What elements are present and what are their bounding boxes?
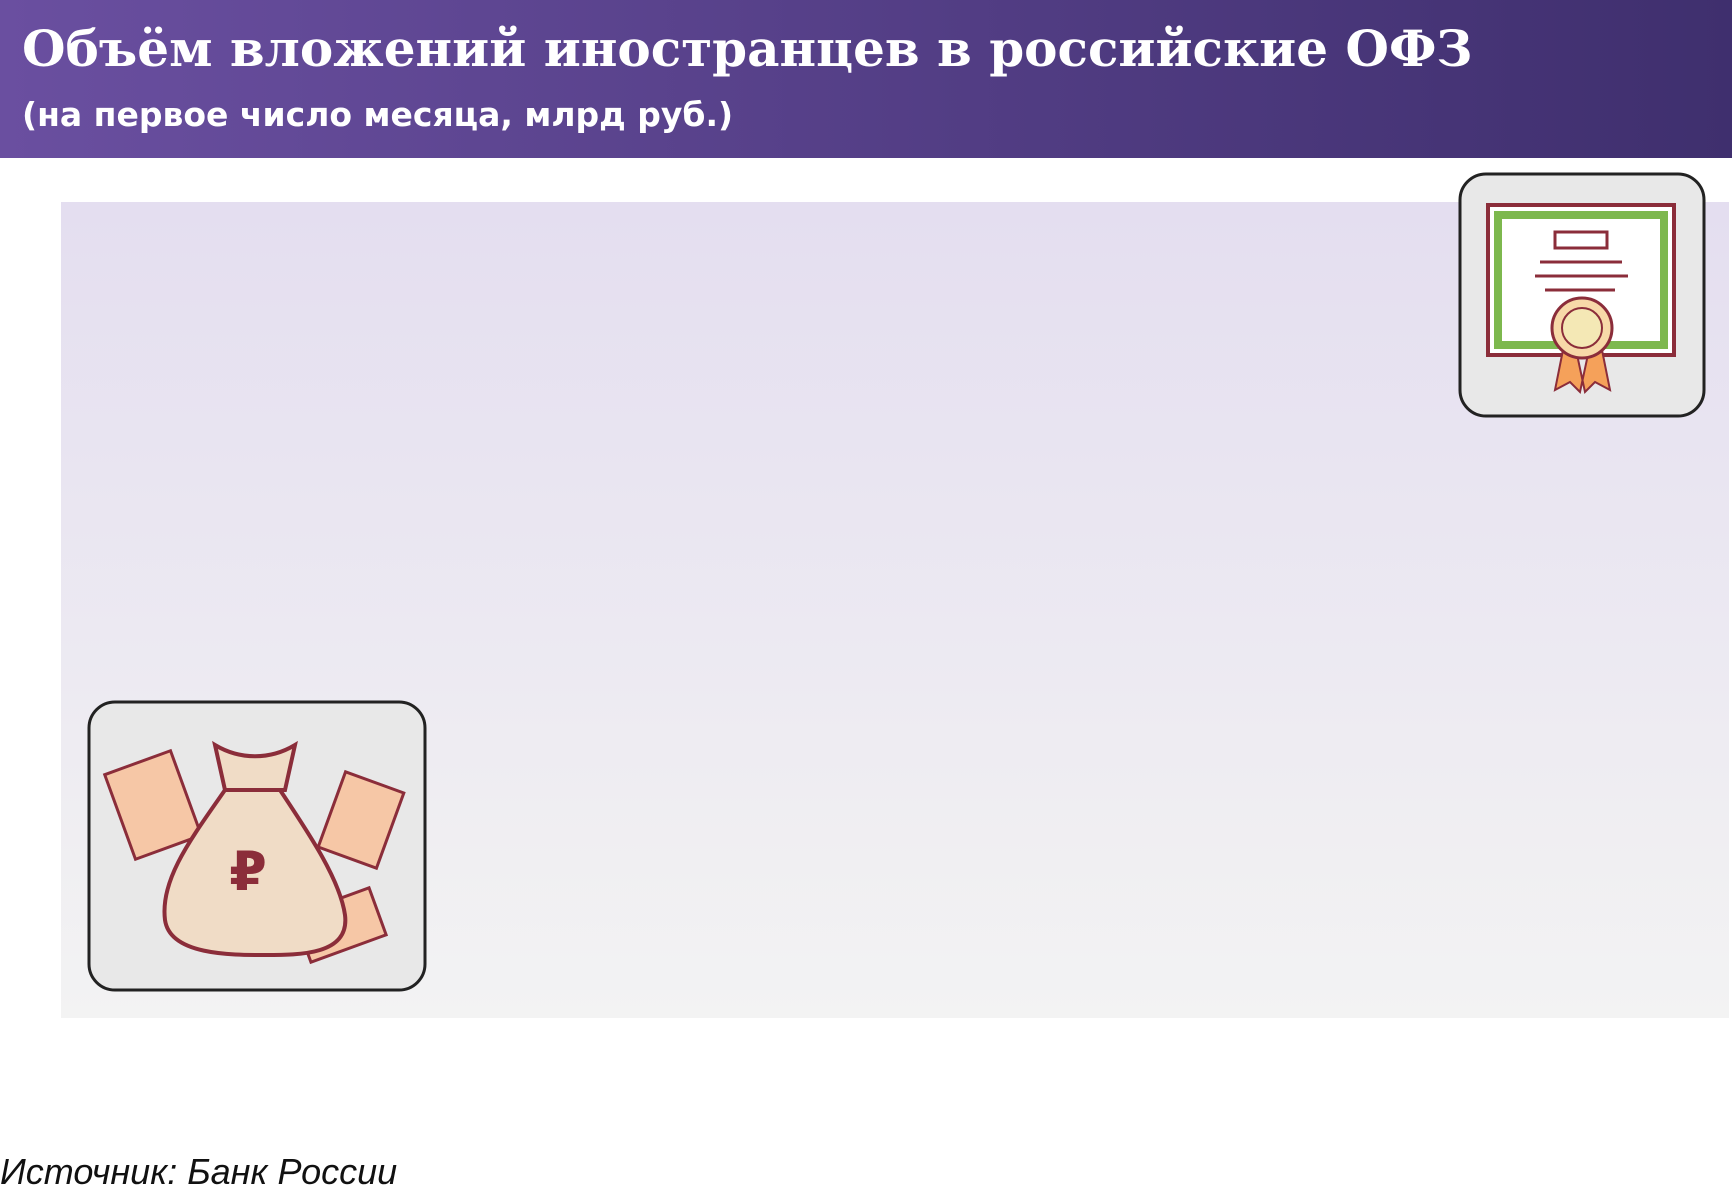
money-icon: ₽ [87, 700, 427, 992]
source: Источник: Банк России [0, 1151, 397, 1192]
chart-subtitle: (на первое число месяца, млрд руб.) [22, 95, 733, 134]
chart-title: Объём вложений иностранцев в российские … [22, 19, 1472, 78]
header [0, 0, 1732, 158]
bond-icon [1458, 172, 1706, 418]
svg-text:₽: ₽ [229, 840, 267, 903]
